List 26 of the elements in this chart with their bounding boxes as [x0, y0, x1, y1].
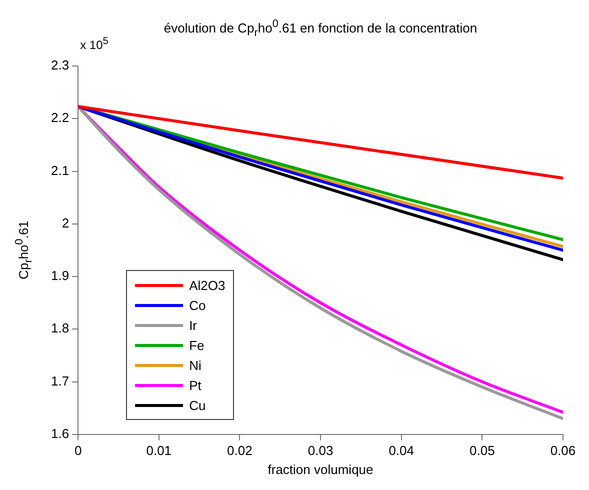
y-tick-label: 2.3	[50, 58, 70, 73]
chart-title: évolution de Cp$_{r}$ho$^{0}$.61 en fonction de la concentration	[164, 18, 478, 39]
y-tick-label: 2.1	[50, 162, 70, 178]
x-tick-label: 0.03	[308, 442, 334, 458]
y-tick-label: 1.9	[50, 268, 70, 284]
y-tick-label: 1.7	[50, 373, 70, 388]
x-tick-label: 0.05	[470, 442, 495, 458]
legend-label: Fe	[189, 338, 204, 353]
legend-label: Pt	[189, 378, 202, 393]
y-tick-label: 1.8	[50, 320, 70, 336]
x-tick-label: 0	[74, 442, 82, 458]
legend-label: Ni	[189, 358, 202, 373]
x-tick-label: 0.06	[550, 442, 576, 458]
legend-label: Ir	[189, 318, 198, 333]
y-tick-label: 2.2	[50, 110, 70, 126]
text: x 10$^{5}$	[80, 36, 108, 52]
y-tick-label: 1.6	[50, 426, 70, 441]
legend-label: Cu	[189, 398, 206, 413]
legend-label: Al2O3	[189, 278, 226, 293]
y-tick-label: 2	[62, 215, 70, 230]
x-tick-label: 0.04	[388, 442, 414, 458]
line-series	[78, 105, 563, 180]
x-tick-label: 0.01	[146, 442, 172, 458]
x-axis-title: fraction volumique	[266, 462, 374, 478]
x-tick-label: 0.02	[227, 442, 252, 458]
legend-label: Co	[189, 298, 206, 313]
